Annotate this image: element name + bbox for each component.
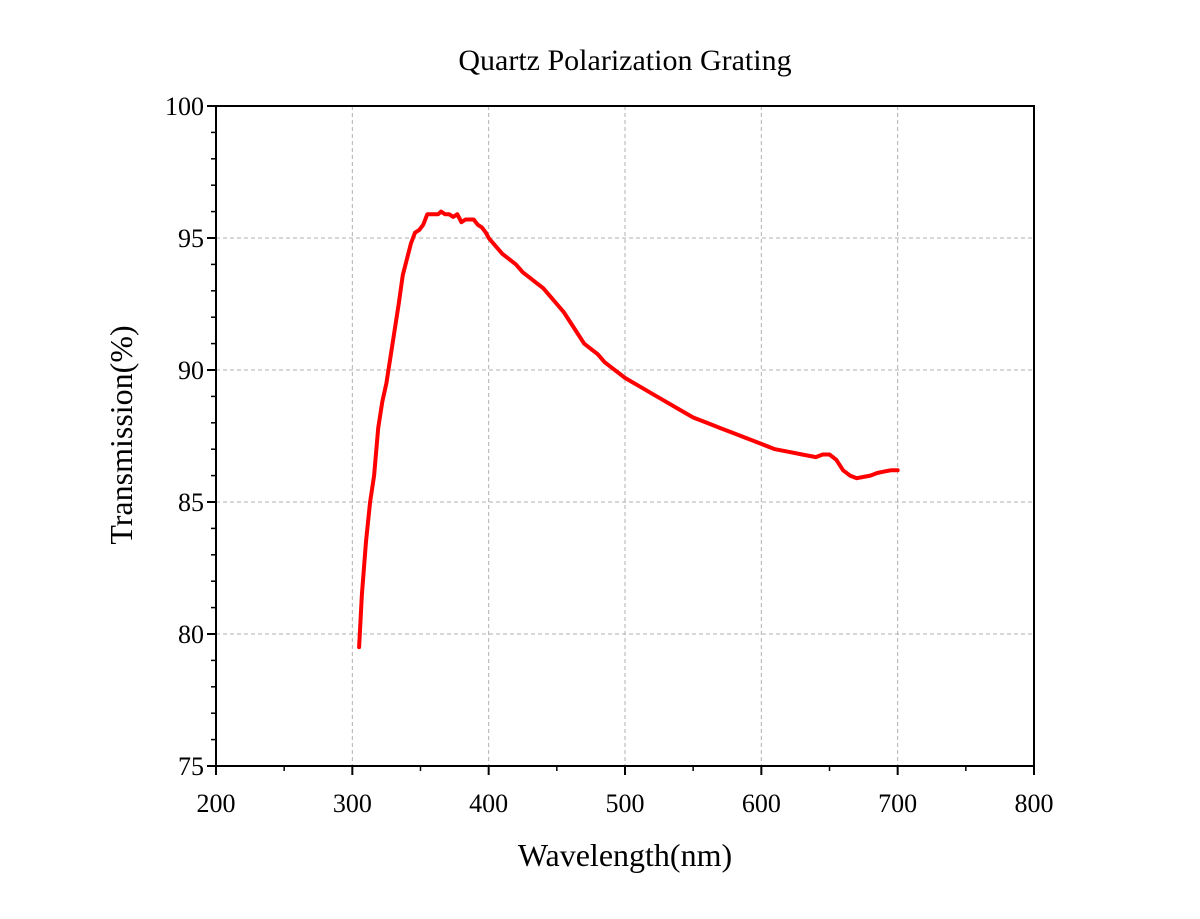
y-tick-label: 95 <box>178 224 204 253</box>
y-tick-label: 75 <box>178 752 204 781</box>
x-tick-label: 300 <box>333 789 372 818</box>
series-line-0 <box>357 209 900 650</box>
x-tick-label: 600 <box>742 789 781 818</box>
y-axis-label: Transmission(%) <box>103 325 139 544</box>
x-tick-label: 200 <box>197 789 236 818</box>
x-axis-label: Wavelength(nm) <box>518 837 732 873</box>
chart-title: Quartz Polarization Grating <box>458 44 791 77</box>
y-tick-label: 85 <box>178 488 204 517</box>
series-group <box>357 209 900 650</box>
x-tick-label: 500 <box>606 789 645 818</box>
x-tick-label: 400 <box>469 789 508 818</box>
grid-lines <box>216 106 1034 766</box>
x-tick-label: 800 <box>1015 789 1054 818</box>
axis-ticks: 200 300 400 500 600 700 800 75 80 85 90 95 100 <box>165 92 1054 818</box>
y-tick-label: 80 <box>178 620 204 649</box>
x-tick-label: 700 <box>878 789 917 818</box>
y-tick-label: 100 <box>165 92 204 121</box>
y-tick-label: 90 <box>178 356 204 385</box>
